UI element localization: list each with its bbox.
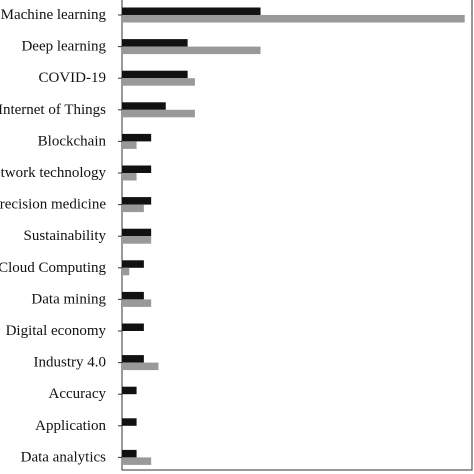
bar-series-2	[122, 78, 195, 86]
bar-series-1	[122, 7, 261, 15]
bar-series-2	[122, 299, 152, 307]
bar-series-1	[122, 133, 152, 142]
bar-series-1	[122, 228, 152, 237]
category-label: Machine learning	[1, 7, 107, 23]
category-label: COVID-19	[39, 70, 107, 86]
category-label: Sustainability	[24, 228, 107, 244]
category-label: Application	[35, 418, 106, 434]
bar-series-2	[122, 46, 261, 55]
plot-frame	[118, 0, 473, 471]
bar-series-2	[122, 109, 195, 118]
bar-series-2	[122, 362, 159, 371]
bar-series-1	[122, 449, 137, 458]
bar-series-1	[122, 323, 144, 331]
category-label: Internet of Things	[0, 102, 106, 118]
bar-series-1	[122, 355, 144, 363]
bar-series-1	[122, 70, 188, 79]
category-label: Precision medicine	[0, 197, 106, 213]
category-label: Blockchain	[38, 133, 107, 149]
bar-series-1	[122, 386, 137, 395]
bar-series-2	[122, 267, 130, 276]
bar-series-1	[122, 39, 188, 47]
bar-series-1	[122, 165, 152, 173]
bar-series-2	[122, 173, 137, 181]
bar-series-1	[122, 260, 144, 268]
category-label: Data analytics	[21, 449, 107, 465]
bar-series-2	[122, 15, 465, 23]
plot-border	[121, 0, 473, 471]
category-label: Data mining	[31, 291, 106, 307]
bar-series-2	[122, 236, 152, 244]
bar-series-2	[122, 204, 144, 213]
category-labels: Machine learning Deep learning COVID-19 Int…	[0, 7, 107, 465]
bar-series-1	[122, 418, 137, 426]
bar-series-1	[122, 102, 166, 110]
category-label: Cloud Computing	[0, 260, 106, 276]
bars	[122, 7, 465, 465]
bar-series-1	[122, 197, 152, 205]
category-label: Digital economy	[6, 323, 107, 339]
bar-series-2	[122, 141, 137, 149]
category-label: Network technology	[0, 165, 106, 181]
category-label: Industry 4.0	[34, 355, 107, 371]
bar-series-1	[122, 291, 144, 300]
bar-series-2	[122, 457, 152, 465]
category-label: Accuracy	[49, 386, 107, 402]
category-label: Deep learning	[21, 39, 106, 55]
